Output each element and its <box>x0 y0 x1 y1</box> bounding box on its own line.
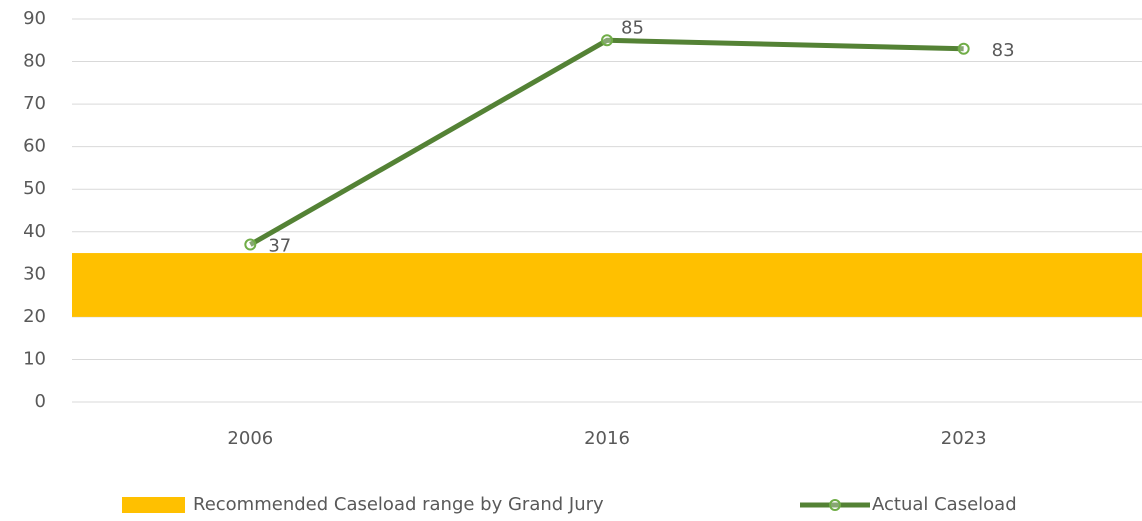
y-tick-label: 10 <box>23 348 46 369</box>
y-tick-label: 0 <box>35 391 46 412</box>
x-tick-label: 2006 <box>227 428 273 449</box>
data-label: 37 <box>268 236 291 257</box>
legend-label: Actual Caseload <box>872 494 1017 515</box>
y-tick-label: 40 <box>23 221 46 242</box>
data-label: 83 <box>992 40 1015 61</box>
y-tick-label: 20 <box>23 306 46 327</box>
x-tick-label: 2023 <box>941 428 987 449</box>
y-tick-label: 70 <box>23 93 46 114</box>
y-tick-label: 80 <box>23 51 46 72</box>
marker <box>244 238 257 251</box>
data-label: 85 <box>621 17 644 38</box>
y-tick-label: 30 <box>23 263 46 284</box>
legend-label: Recommended Caseload range by Grand Jury <box>193 494 604 515</box>
y-tick-label: 60 <box>23 136 46 157</box>
recommended-band <box>72 253 1142 317</box>
y-tick-label: 50 <box>23 178 46 199</box>
line <box>249 37 964 247</box>
marker <box>601 34 613 47</box>
legend-marker <box>829 499 841 511</box>
y-tick-label: 90 <box>23 8 46 29</box>
marker <box>957 42 970 55</box>
x-tick-label: 2016 <box>584 428 630 449</box>
legend-swatch <box>122 497 185 513</box>
